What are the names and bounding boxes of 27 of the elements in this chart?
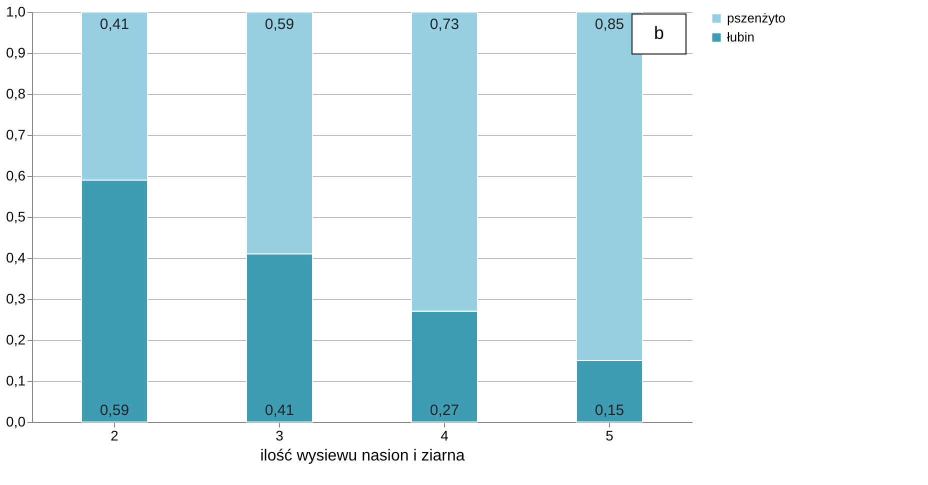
y-tick-label: 0,3: [6, 290, 26, 306]
x-tick-label: 4: [440, 428, 449, 444]
x-tick-label: 3: [276, 428, 284, 444]
data-label: 0,73: [430, 16, 460, 33]
y-tick-label: 0,2: [6, 332, 26, 348]
y-tick-label: 0,8: [6, 86, 26, 102]
data-label: 0,27: [430, 402, 460, 419]
y-tick-label: 0,4: [6, 250, 26, 266]
data-label: 0,59: [264, 16, 294, 33]
y-tick-label: 0,6: [6, 168, 26, 184]
data-label: 0,41: [264, 402, 294, 419]
y-tick-label: 0,9: [6, 44, 26, 60]
legend-label: pszenżyto: [727, 10, 786, 26]
y-tick-label: 0,5: [6, 208, 26, 224]
data-label: 0,85: [594, 16, 624, 33]
annotation: b: [654, 23, 664, 43]
data-label: 0,41: [100, 16, 130, 33]
legend-label: łubin: [727, 30, 754, 44]
x-tick-label: 2: [110, 428, 119, 444]
data-label: 0,15: [594, 402, 624, 419]
data-label: 0,59: [100, 402, 130, 419]
y-tick-label: 0,0: [6, 414, 26, 430]
y-tick-label: 0,1: [6, 372, 26, 388]
y-tick-label: 1,0: [6, 4, 26, 20]
x-axis-title: ilość wysiewu nasion i ziarna: [260, 448, 465, 464]
x-tick-label: 5: [606, 428, 614, 444]
y-tick-label: 0,7: [6, 126, 26, 142]
